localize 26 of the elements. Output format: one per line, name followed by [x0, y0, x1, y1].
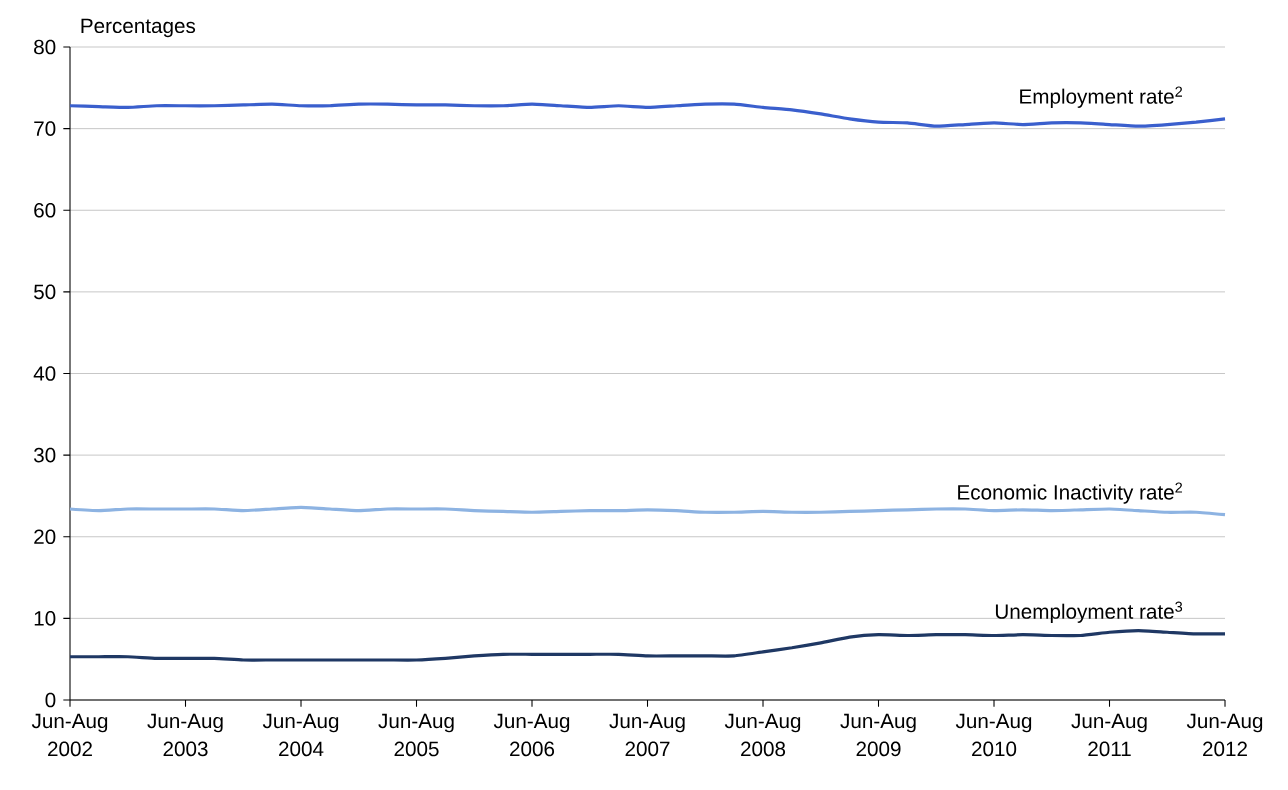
x-tick-label: Jun-Aug 2007: [609, 713, 685, 757]
y-tick-label: 40: [33, 366, 56, 381]
x-tick-label: Jun-Aug 2004: [262, 713, 339, 757]
y-tick-label: 50: [34, 284, 56, 300]
y-axis-title: Percentages: [81, 18, 196, 38]
line-series: [68, 505, 1227, 517]
x-tick-label: Jun-Aug 2012: [1186, 713, 1263, 757]
y-tick-label: 10: [34, 611, 56, 626]
x-tick-label: Jun-Aug 2008: [724, 713, 801, 757]
y-tick-label: 0: [45, 692, 56, 708]
x-tick-label: Jun-Aug 2005: [378, 713, 454, 757]
x-tick-label: Jun-Aug 2010: [955, 713, 1032, 757]
y-tick-label: 30: [33, 447, 56, 463]
series-label: Economic Inactivity rate$^{2}$: [958, 482, 1183, 504]
x-tick-label: Jun-Aug 2009: [840, 713, 916, 757]
series-label: Employment rate$^{2}$: [1020, 86, 1183, 108]
x-tick-label: Jun-Aug 2011: [1071, 713, 1147, 757]
line-series: [68, 629, 1227, 662]
y-tick-label: 20: [34, 529, 56, 545]
x-tick-label: Jun-Aug 2002: [31, 713, 108, 757]
y-tick-label: 80: [34, 39, 56, 55]
series-label: Unemployment rate$^{3}$: [995, 601, 1183, 623]
x-tick-label: Jun-Aug 2003: [147, 713, 223, 757]
y-tick-label: 70: [34, 121, 56, 136]
x-tick-label: Jun-Aug 2006: [493, 713, 570, 757]
y-tick-label: 60: [34, 202, 56, 218]
